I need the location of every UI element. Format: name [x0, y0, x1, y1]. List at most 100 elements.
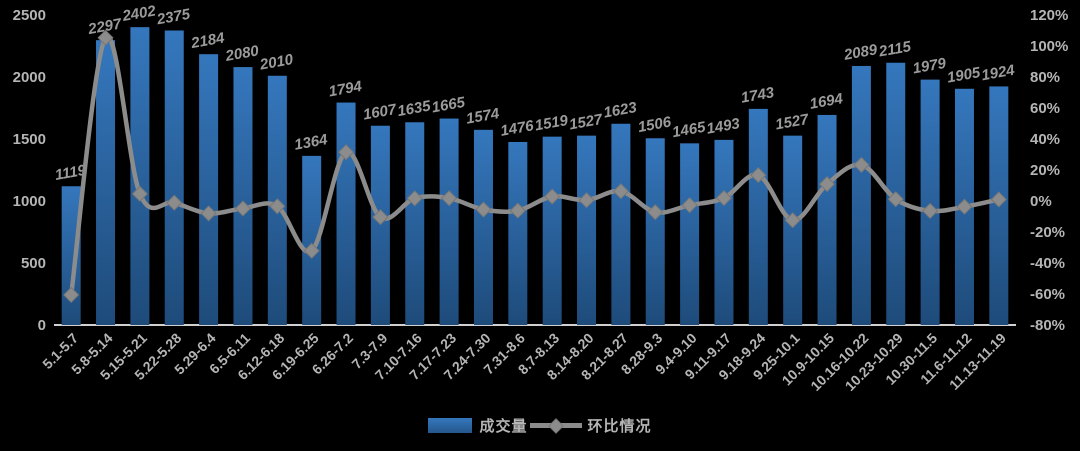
bar-value-label: 1119 [54, 162, 88, 184]
y-axis-left: 0 500 1000 1500 2000 2500 [13, 7, 46, 334]
bar-value-label: 2184 [189, 29, 226, 52]
line-point-marker [234, 200, 252, 217]
bar [199, 54, 219, 326]
line-point-marker [269, 198, 286, 215]
line-point-marker [303, 242, 320, 259]
bar-value-label: 2089 [842, 41, 879, 64]
bar-value-label: 1665 [430, 94, 466, 117]
line-point-marker [406, 190, 423, 207]
line-point-marker [372, 209, 389, 226]
line-point-marker [715, 189, 733, 207]
bar [233, 67, 253, 325]
line-point-marker [681, 197, 698, 214]
line-point-marker [956, 198, 973, 215]
y-right-tick: -40% [1030, 255, 1065, 272]
bar-value-label: 2297 [86, 15, 123, 38]
y-left-tick: 2500 [13, 7, 46, 24]
y-right-tick: 0% [1030, 193, 1052, 210]
bar [783, 135, 803, 325]
y-right-tick: 40% [1030, 131, 1060, 148]
bar-value-label: 2402 [120, 2, 157, 25]
bars-group [61, 27, 1009, 326]
bar-value-label: 2080 [223, 42, 260, 65]
bar [817, 114, 837, 325]
line-point-marker [750, 167, 767, 184]
line-point-marker [647, 204, 664, 221]
line-point-marker [784, 212, 801, 229]
bar-value-label: 1465 [671, 119, 707, 142]
bar-swatch-icon [428, 418, 473, 433]
bar [370, 125, 390, 326]
bar [645, 138, 665, 325]
bar [439, 118, 459, 325]
y-right-tick: -20% [1030, 224, 1065, 241]
bar-value-label: 1905 [946, 64, 982, 87]
line-point-marker [887, 191, 904, 208]
bar-value-label: 1364 [293, 131, 329, 154]
line-point-marker [337, 144, 355, 161]
bar-value-label: 1527 [774, 111, 810, 134]
line-point-marker [131, 185, 148, 202]
legend-label-volume: 成交量 [479, 418, 528, 435]
bar [302, 155, 322, 325]
line-point-marker [97, 29, 114, 46]
legend: 成交量 环比情况 [0, 415, 1080, 436]
line-point-marker [818, 176, 836, 193]
line-point-marker [853, 156, 870, 173]
legend-item-volume: 成交量 [428, 415, 527, 436]
bar [336, 102, 356, 325]
bar-value-label: 1519 [533, 112, 569, 135]
bar-value-label: 1924 [980, 62, 1016, 85]
y-left-tick: 500 [21, 255, 46, 272]
bar-value-label: 1623 [602, 99, 638, 122]
bar-value-label: 1979 [911, 55, 947, 78]
y-axis-right: -80% -60% -40% -20% 0% 20% 40% 60% 80% 100% 120% [1030, 7, 1068, 334]
line-point-marker [544, 188, 561, 205]
line-series [63, 29, 1007, 303]
bar-value-label: 1794 [327, 78, 363, 101]
legend-item-ratio: 环比情况 [528, 415, 652, 436]
line-point-marker [63, 286, 80, 303]
bar [920, 79, 940, 325]
y-right-tick: 100% [1030, 38, 1068, 55]
y-right-tick: -60% [1030, 286, 1065, 303]
bar-value-label: 2115 [877, 38, 913, 61]
y-left-tick: 1000 [13, 193, 46, 210]
line-point-marker [990, 191, 1007, 208]
bar-value-label: 1607 [362, 101, 398, 124]
line-point-marker [922, 202, 939, 219]
y-left-tick: 0 [38, 317, 46, 334]
bar-value-label: 1694 [808, 90, 844, 113]
y-right-tick: 80% [1030, 69, 1060, 86]
diamond-marker-icon [547, 417, 564, 434]
bar [748, 108, 768, 325]
bar-value-label: 1476 [499, 117, 535, 140]
bar [96, 40, 116, 326]
bar-value-label: 1493 [705, 115, 741, 138]
bar [130, 27, 150, 325]
line-point-marker [578, 192, 595, 209]
bar-value-label: 2010 [258, 51, 295, 74]
bar-value-label: 1527 [568, 111, 604, 134]
bar [405, 122, 425, 325]
bar [611, 123, 631, 325]
bar-value-label: 1635 [396, 97, 432, 120]
line-point-marker [509, 202, 526, 219]
bar [473, 129, 493, 325]
bar-value-label: 1574 [465, 105, 501, 128]
bar [714, 139, 734, 325]
y-left-tick: 2000 [13, 69, 46, 86]
line-swatch-icon [529, 417, 582, 434]
line-point-marker [166, 194, 183, 211]
bar [542, 136, 562, 325]
bar [508, 141, 528, 325]
line-point-marker [200, 205, 217, 222]
line-point-marker [441, 190, 458, 207]
bar [577, 135, 597, 325]
y-right-tick: -80% [1030, 317, 1065, 334]
line-point-marker [612, 183, 629, 200]
bar [164, 30, 184, 325]
bar [680, 143, 700, 325]
